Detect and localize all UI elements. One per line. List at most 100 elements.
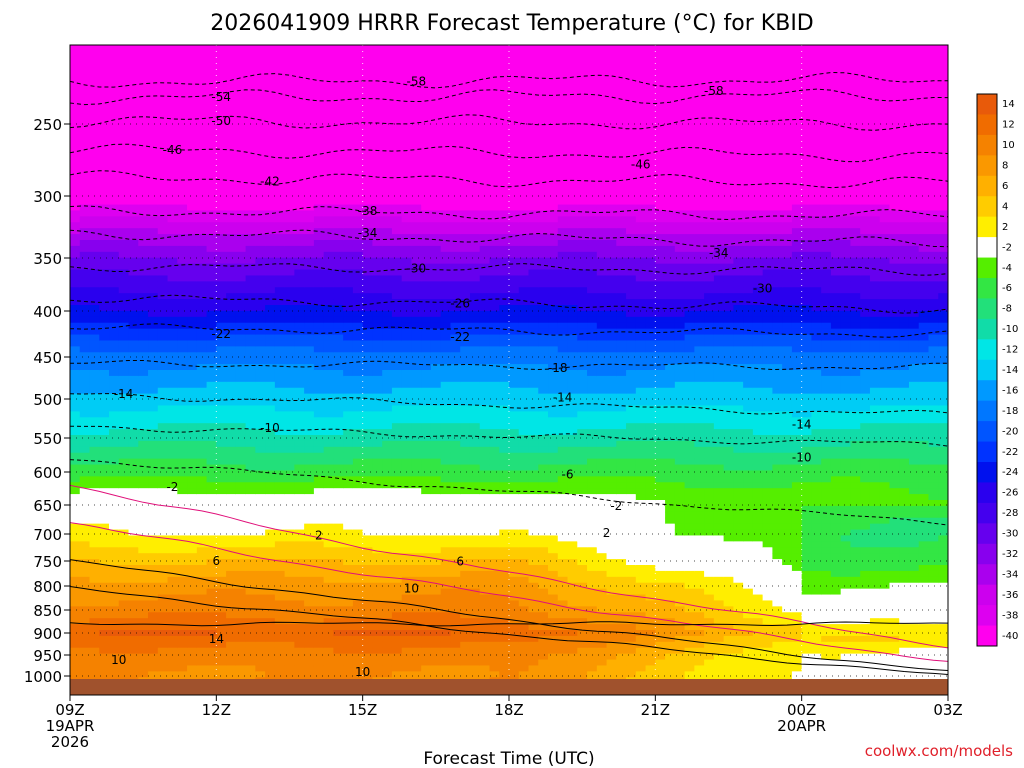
temperature-cell xyxy=(509,275,520,282)
temperature-cell xyxy=(245,470,256,477)
temperature-cell xyxy=(187,86,198,93)
temperature-cell xyxy=(148,204,159,212)
temperature-cell xyxy=(206,334,217,342)
temperature-cell xyxy=(118,618,130,625)
temperature-cell xyxy=(450,198,461,206)
temperature-cell xyxy=(489,381,500,389)
temperature-cell xyxy=(177,310,188,318)
temperature-cell xyxy=(421,476,432,483)
temperature-cell xyxy=(479,269,491,277)
temperature-cell xyxy=(391,630,403,637)
temperature-cell xyxy=(70,405,81,412)
temperature-cell xyxy=(109,257,120,265)
temperature-cell xyxy=(323,594,334,602)
temperature-cell xyxy=(450,352,461,359)
temperature-cell xyxy=(89,647,100,655)
temperature-cell xyxy=(401,559,413,566)
temperature-cell xyxy=(167,588,178,596)
temperature-cell xyxy=(235,98,247,105)
temperature-cell xyxy=(401,175,413,182)
temperature-cell xyxy=(460,198,471,206)
temperature-cell xyxy=(343,565,354,572)
temperature-cell xyxy=(333,151,344,158)
temperature-cell xyxy=(460,180,471,188)
temperature-cell xyxy=(479,570,491,578)
temperature-cell xyxy=(421,352,432,359)
temperature-cell xyxy=(421,263,432,271)
temperature-cell xyxy=(450,287,461,294)
temperature-cell xyxy=(255,494,266,501)
temperature-cell xyxy=(274,624,286,631)
temperature-cell xyxy=(157,671,169,678)
temperature-cell xyxy=(99,204,110,212)
temperature-cell xyxy=(265,358,276,365)
temperature-cell xyxy=(138,405,149,412)
temperature-cell xyxy=(89,440,100,448)
temperature-cell xyxy=(333,228,344,235)
temperature-cell xyxy=(499,139,510,147)
temperature-cell xyxy=(411,80,422,87)
temperature-cell xyxy=(509,139,520,147)
temperature-cell xyxy=(235,535,247,542)
temperature-cell xyxy=(343,653,354,661)
temperature-cell xyxy=(352,269,364,277)
temperature-cell xyxy=(460,494,471,501)
temperature-cell xyxy=(167,653,178,661)
temperature-cell xyxy=(79,328,91,336)
temperature-cell xyxy=(177,86,188,93)
temperature-cell xyxy=(255,299,266,306)
temperature-cell xyxy=(148,553,159,560)
temperature-cell xyxy=(391,151,403,158)
temperature-cell xyxy=(294,535,305,542)
temperature-cell xyxy=(128,269,139,277)
temperature-cell xyxy=(460,435,471,442)
temperature-cell xyxy=(265,328,276,336)
temperature-cell xyxy=(372,127,383,135)
temperature-cell xyxy=(391,139,403,147)
temperature-cell xyxy=(235,588,247,596)
temperature-cell xyxy=(372,565,383,572)
temperature-cell xyxy=(382,387,393,395)
temperature-cell xyxy=(479,653,491,661)
temperature-cell xyxy=(469,305,481,312)
temperature-cell xyxy=(138,240,149,247)
temperature-cell xyxy=(206,299,217,306)
temperature-cell xyxy=(479,204,491,212)
temperature-cell xyxy=(70,665,81,672)
temperature-cell xyxy=(450,186,461,194)
temperature-cell xyxy=(372,175,383,182)
temperature-cell xyxy=(245,175,256,182)
temperature-cell xyxy=(89,340,100,347)
temperature-cell xyxy=(148,68,159,76)
temperature-cell xyxy=(99,210,110,217)
temperature-cell xyxy=(109,180,120,188)
temperature-cell xyxy=(304,470,315,477)
temperature-cell xyxy=(148,517,159,525)
temperature-cell xyxy=(499,505,510,513)
temperature-cell xyxy=(128,576,139,584)
temperature-cell xyxy=(382,293,393,300)
temperature-cell xyxy=(167,157,178,164)
temperature-cell xyxy=(196,299,208,306)
temperature-cell xyxy=(323,346,334,353)
temperature-cell xyxy=(469,334,481,342)
temperature-cell xyxy=(89,234,100,241)
temperature-cell xyxy=(79,399,91,407)
temperature-cell xyxy=(421,647,432,655)
temperature-cell xyxy=(489,104,500,111)
temperature-cell xyxy=(89,594,100,602)
temperature-cell xyxy=(235,163,247,170)
temperature-cell xyxy=(499,210,510,217)
temperature-cell xyxy=(450,529,461,537)
temperature-cell xyxy=(450,541,461,548)
temperature-cell xyxy=(79,411,91,418)
temperature-cell xyxy=(421,175,432,182)
temperature-cell xyxy=(401,553,413,560)
temperature-cell xyxy=(196,263,208,271)
temperature-cell xyxy=(401,299,413,306)
temperature-cell xyxy=(255,411,266,418)
temperature-cell xyxy=(313,98,325,105)
temperature-cell xyxy=(382,523,393,531)
temperature-cell xyxy=(167,671,178,678)
temperature-cell xyxy=(206,245,217,253)
